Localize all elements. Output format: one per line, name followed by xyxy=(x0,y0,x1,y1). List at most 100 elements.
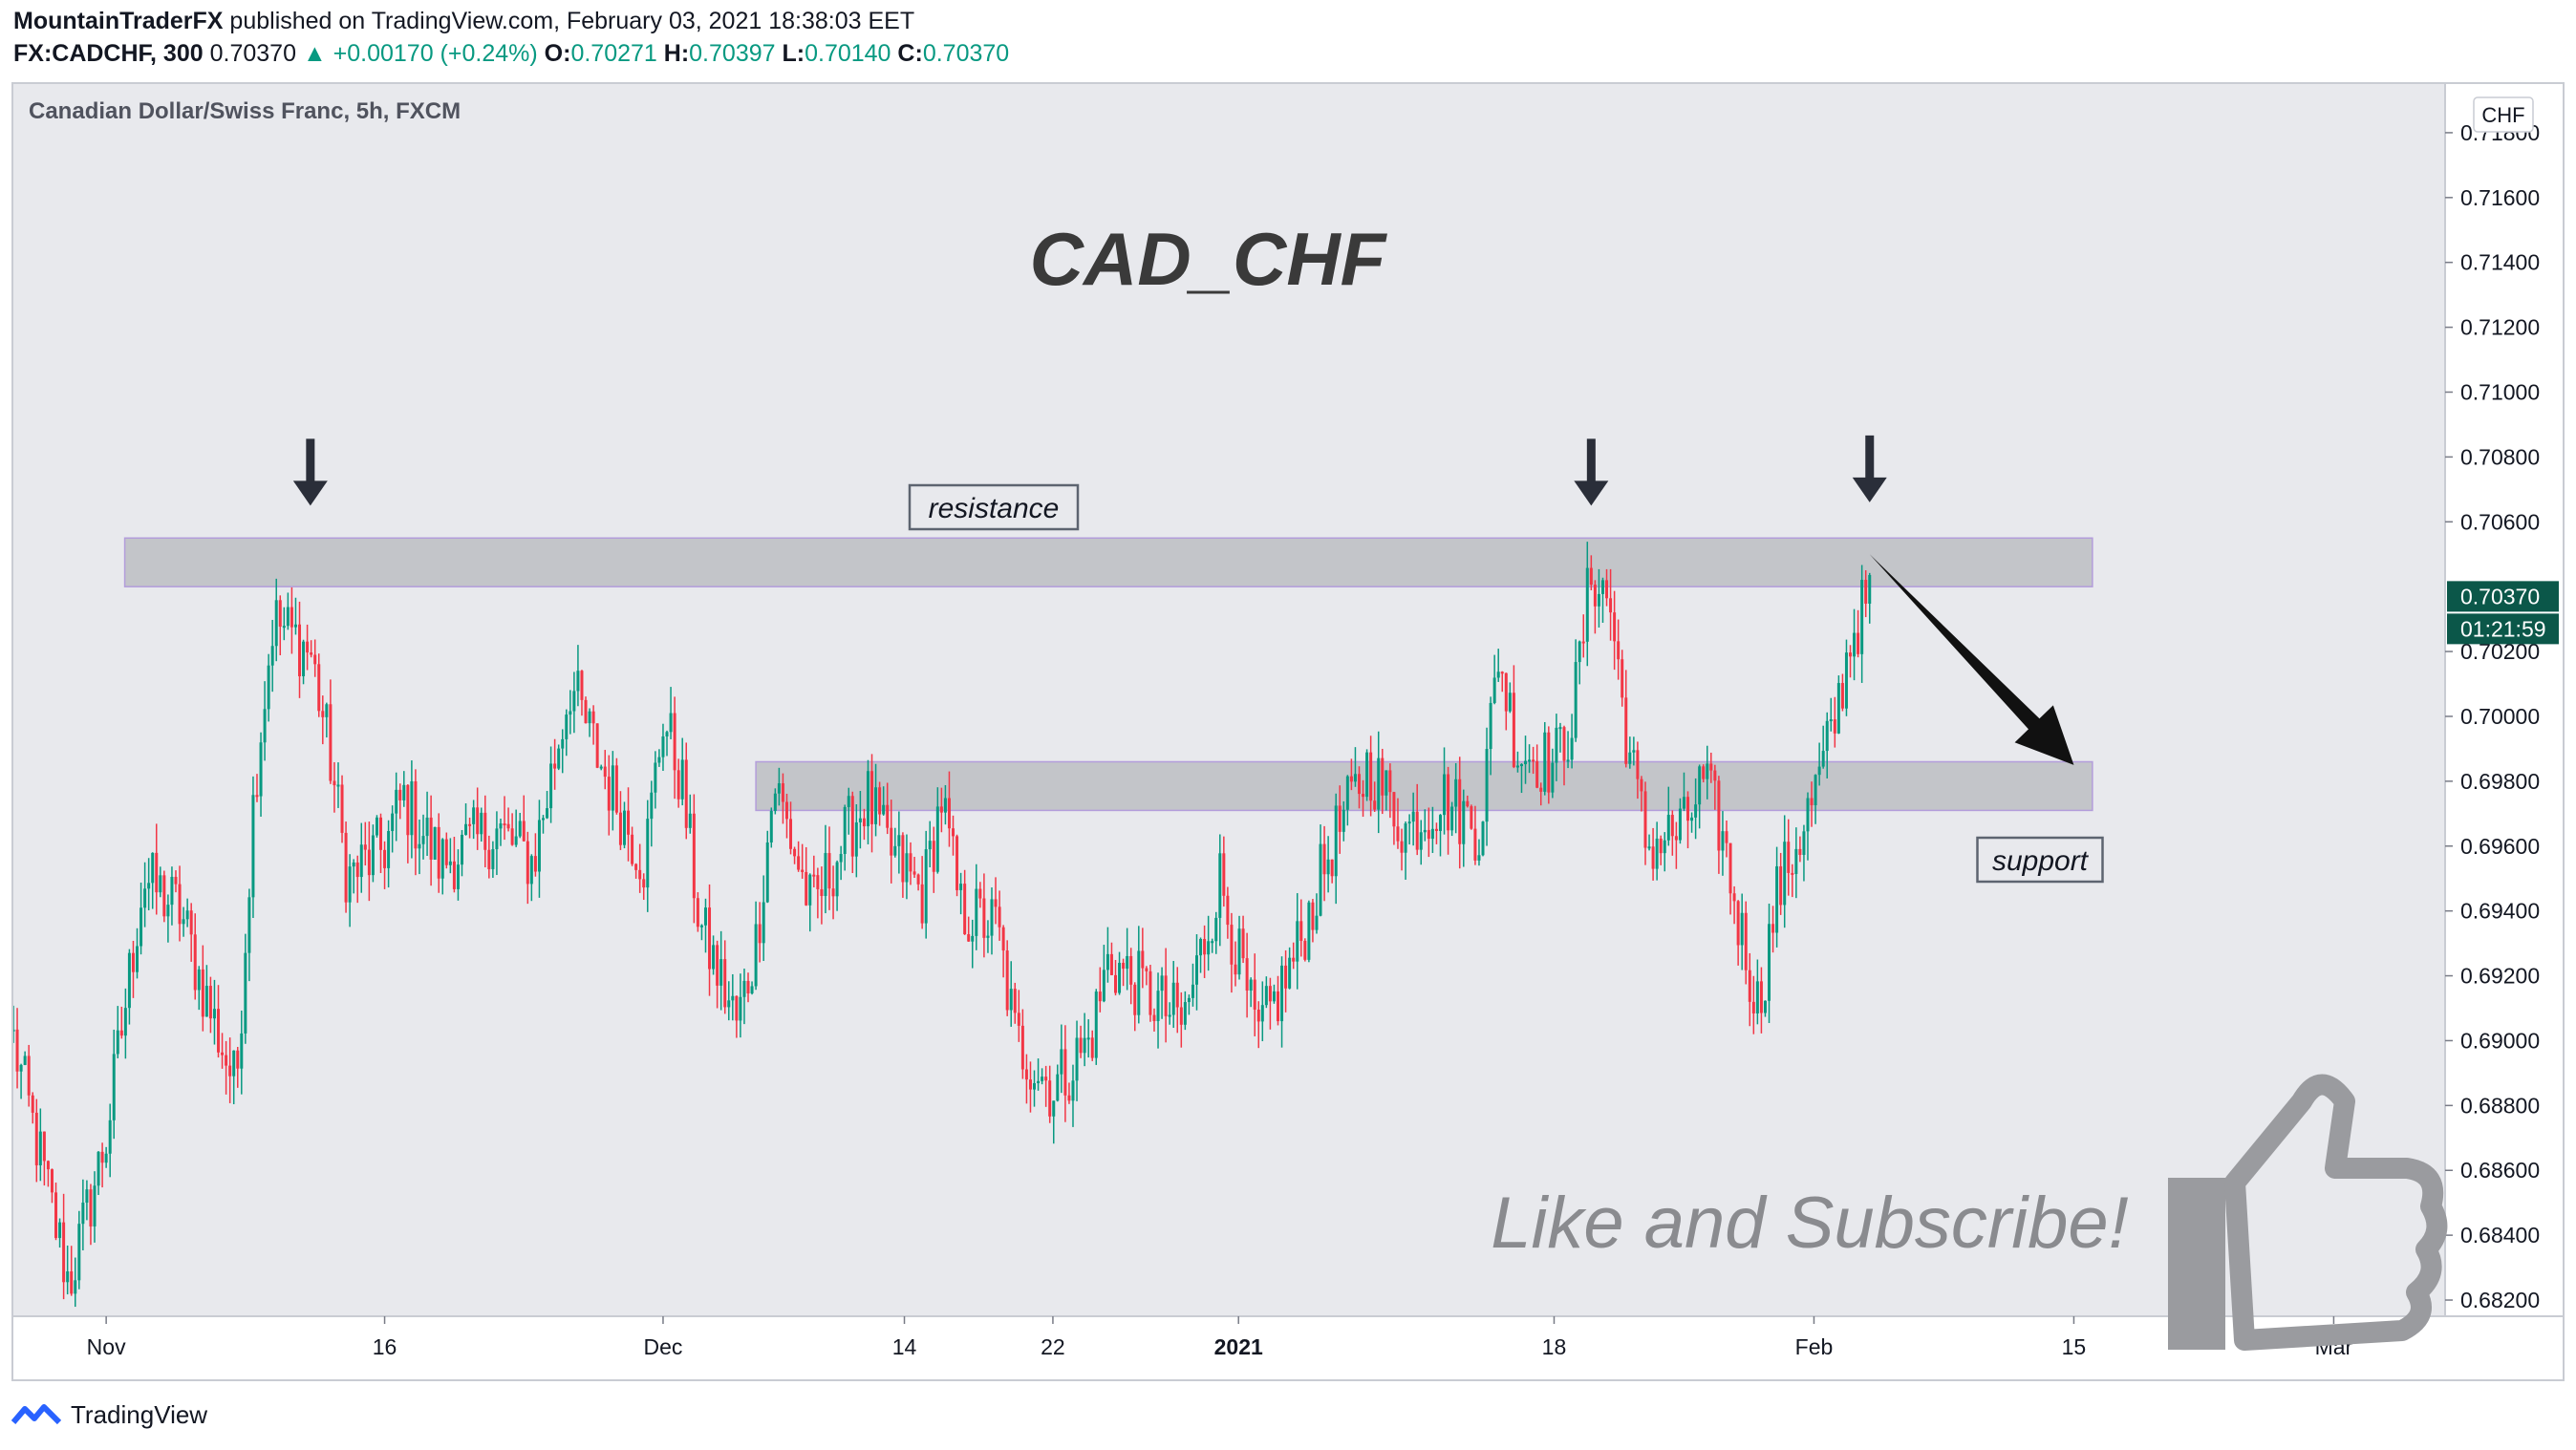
candle-body xyxy=(406,784,410,836)
candle-body xyxy=(499,823,503,829)
candle-body xyxy=(1060,1049,1063,1075)
candle-body xyxy=(444,839,448,865)
candle-body xyxy=(421,836,425,844)
candle-body xyxy=(1122,962,1126,970)
candle-body xyxy=(580,671,584,700)
candle-body xyxy=(723,959,727,1008)
candle-body xyxy=(119,1030,123,1036)
candle-body xyxy=(1020,1025,1024,1070)
candle-body xyxy=(1090,1037,1094,1058)
currency-badge xyxy=(2473,96,2534,133)
candle-body xyxy=(1349,776,1353,782)
candle-body xyxy=(835,862,839,897)
candle-body xyxy=(1373,800,1377,810)
candle-body xyxy=(1253,979,1256,1010)
candle-body xyxy=(893,845,897,856)
candle-body xyxy=(1447,774,1450,831)
candle-body xyxy=(123,1008,127,1036)
candle-body xyxy=(699,925,703,928)
candle-body xyxy=(758,924,762,944)
candle-body xyxy=(850,796,854,857)
candle-body xyxy=(1794,848,1798,874)
candle-body xyxy=(595,723,599,768)
candle-body xyxy=(642,879,646,888)
candle-body xyxy=(793,848,797,857)
plot-area xyxy=(13,84,2445,1316)
candle-body xyxy=(1462,800,1466,844)
candle-body xyxy=(270,646,274,666)
x-tick-label: 18 xyxy=(1542,1334,1567,1359)
candle-body xyxy=(1017,1013,1020,1026)
candle-body xyxy=(1175,982,1179,1008)
candle-body xyxy=(727,1000,731,1008)
candle-body xyxy=(340,784,344,833)
candle-body xyxy=(890,827,893,856)
candle-body xyxy=(425,817,429,837)
down-arrow-icon xyxy=(1574,480,1609,506)
footer-brand[interactable]: TradingView xyxy=(71,1400,208,1429)
candle-body xyxy=(754,924,758,987)
candle-body xyxy=(1566,759,1570,762)
candle-body xyxy=(1075,1037,1079,1081)
candle-body xyxy=(418,843,421,849)
x-tick-label: 15 xyxy=(2062,1334,2087,1359)
candle-body xyxy=(909,853,912,872)
candle-body xyxy=(1810,798,1814,805)
author-name[interactable]: MountainTraderFX xyxy=(13,8,224,34)
change-value: +0.00170 (+0.24%) xyxy=(333,40,538,67)
candle-body xyxy=(665,732,669,736)
close-label: C: xyxy=(897,40,923,67)
candle-body xyxy=(1307,902,1311,960)
candle-body xyxy=(1833,719,1836,734)
candle-body xyxy=(66,1271,70,1283)
candle-body xyxy=(240,1033,244,1069)
countdown-badge xyxy=(2447,613,2559,645)
candle-body xyxy=(97,1151,100,1186)
candle-body xyxy=(1628,752,1632,764)
candle-body xyxy=(769,810,773,842)
candle-body xyxy=(657,757,661,763)
candle-body xyxy=(1102,970,1106,1002)
candle-body xyxy=(874,787,878,824)
candle-body xyxy=(1071,1080,1075,1101)
candle-body xyxy=(127,952,131,1009)
candle-body xyxy=(472,807,476,824)
y-tick-label: 0.69400 xyxy=(2460,899,2540,924)
candle-body xyxy=(565,714,569,739)
candle-body xyxy=(634,864,638,870)
candle-body xyxy=(197,969,201,991)
candle-body xyxy=(1489,702,1492,750)
candle-body xyxy=(19,1064,23,1072)
candle-body xyxy=(1600,580,1604,594)
candle-body xyxy=(189,910,193,935)
candle-body xyxy=(1798,848,1802,855)
candle-body xyxy=(108,1119,112,1154)
candle-body xyxy=(1500,672,1504,674)
candle-body xyxy=(302,641,306,676)
candle-body xyxy=(1028,1079,1032,1090)
candle-body xyxy=(131,952,135,972)
x-tick-label: Nov xyxy=(87,1334,126,1359)
candle-body xyxy=(1168,1014,1171,1017)
candle-body xyxy=(375,817,378,836)
candle-body xyxy=(680,759,684,800)
candle-body xyxy=(1214,917,1218,942)
candle-body xyxy=(1109,953,1113,975)
price-chart[interactable]: Canadian Dollar/Swiss Franc, 5h, FXCM 0.7… xyxy=(13,84,2563,1379)
candle-body xyxy=(1578,641,1581,663)
chart-frame[interactable]: Canadian Dollar/Swiss Franc, 5h, FXCM 0.7… xyxy=(11,82,2565,1381)
tradingview-logo-icon[interactable] xyxy=(11,1401,61,1430)
candle-body xyxy=(298,624,302,676)
y-tick-label: 0.71200 xyxy=(2460,315,2540,340)
candle-body xyxy=(1191,984,1194,998)
candle-body xyxy=(1721,831,1725,851)
candle-body xyxy=(1342,809,1345,832)
y-tick-label: 0.70800 xyxy=(2460,444,2540,469)
candle-body xyxy=(259,742,263,797)
candle-body xyxy=(38,1131,42,1165)
candle-body xyxy=(1079,1037,1083,1054)
candle-body xyxy=(383,849,387,868)
candle-body xyxy=(1655,838,1659,869)
candle-body xyxy=(1056,1074,1060,1101)
candle-body xyxy=(1555,727,1558,763)
